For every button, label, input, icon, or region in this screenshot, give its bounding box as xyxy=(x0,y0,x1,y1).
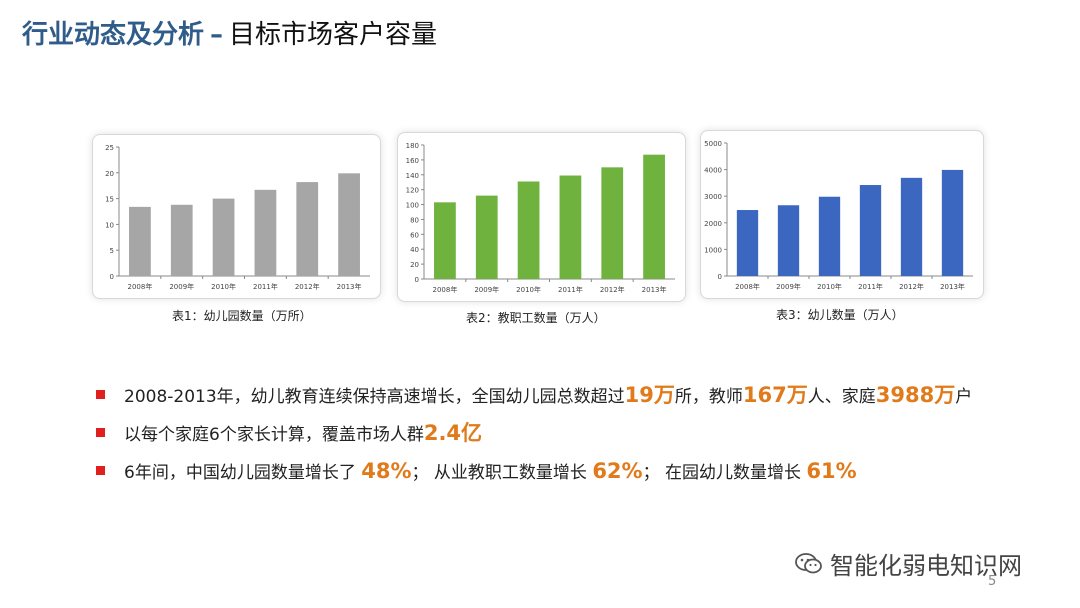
y-tick-label: 3000 xyxy=(704,193,722,201)
bullet-marker xyxy=(96,390,105,399)
x-tick-label: 2009年 xyxy=(474,285,499,294)
watermark-text: 智能化弱电知识网 xyxy=(830,552,1022,580)
bar xyxy=(212,198,235,276)
y-tick-label: 15 xyxy=(105,196,114,204)
bullet-marker xyxy=(96,466,105,475)
bar xyxy=(643,154,665,279)
x-tick-label: 2011年 xyxy=(858,282,883,291)
caption-staff: 表2：教职工数量（万人） xyxy=(466,311,606,325)
x-tick-label: 2012年 xyxy=(600,285,625,294)
y-tick-label: 5 xyxy=(110,247,114,255)
x-tick-label: 2008年 xyxy=(433,285,458,294)
bullet-text: 2008-2013年，幼儿教育连续保持高速增长，全国幼儿园总数超过 xyxy=(124,387,625,407)
bar xyxy=(941,169,964,276)
title-separator: – xyxy=(210,20,224,50)
y-tick-label: 140 xyxy=(406,172,419,180)
caption-children: 表3：幼儿数量（万人） xyxy=(776,308,904,322)
x-tick-label: 2010年 xyxy=(516,285,541,294)
bar xyxy=(475,195,498,279)
bullet-text: 以每个家庭6个家长计算，覆盖市场人群 xyxy=(124,425,424,445)
bar xyxy=(129,206,151,276)
x-tick-label: 2012年 xyxy=(295,282,320,291)
page-number: 5 xyxy=(988,574,997,589)
chart-panel-staff: 0 20 40 60 80 100 120 140 160 180 2008年 2009年 2010年 2… xyxy=(397,132,686,302)
y-tick-label: 180 xyxy=(406,142,419,150)
bullet-item: 6年间，中国幼儿园数量增长了 48%； 从业教职工数量增长 62%； 在园幼儿数… xyxy=(94,452,972,490)
y-tick-label: 100 xyxy=(406,202,419,210)
bullet-list: 2008-2013年，幼儿教育连续保持高速增长，全国幼儿园总数超过19万所，教师… xyxy=(94,376,972,490)
y-tick-label: 20 xyxy=(105,170,114,178)
wechat-icon xyxy=(795,552,822,573)
x-tick-label: 2013年 xyxy=(642,285,667,294)
y-tick-label: 20 xyxy=(410,261,419,269)
y-tick-label: 80 xyxy=(410,216,419,224)
bullet-item: 以每个家庭6个家长计算，覆盖市场人群2.4亿 xyxy=(94,414,972,452)
watermark: 智能化弱电知识网 xyxy=(794,546,1022,581)
bar xyxy=(517,181,540,279)
bullet-text: ； 在园幼儿数量增长 xyxy=(642,463,807,483)
bullet-text: 户 xyxy=(955,387,973,407)
x-tick-label: 2013年 xyxy=(940,282,965,291)
chart-children: 0 1000 2000 3000 4000 5000 2008年 2009年 2010年 2011… xyxy=(704,140,973,291)
bar xyxy=(170,204,193,276)
y-tick-label: 60 xyxy=(410,231,419,239)
chart-panel-kindergartens: 0 5 10 15 20 25 2008年 2009年 2010年 2011年 2012年 2013年 xyxy=(92,134,381,299)
bullet-item: 2008-2013年，幼儿教育连续保持高速增长，全国幼儿园总数超过19万所，教师… xyxy=(94,376,972,414)
x-tick-label: 2011年 xyxy=(253,282,278,291)
y-tick-label: 0 xyxy=(415,276,419,284)
bar xyxy=(601,167,624,279)
x-tick-label: 2012年 xyxy=(899,282,924,291)
bullet-highlight: 167万 xyxy=(742,383,808,407)
y-tick-label: 25 xyxy=(105,144,114,152)
title-main: 行业动态及分析 xyxy=(22,20,205,50)
bullet-highlight: 61% xyxy=(806,459,857,483)
bar xyxy=(900,177,923,276)
y-tick-label: 10 xyxy=(105,221,114,229)
chart-panel-children: 0 1000 2000 3000 4000 5000 2008年 2009年 2010年 2011… xyxy=(700,130,984,299)
title-sub: 目标市场客户容量 xyxy=(229,20,438,50)
y-tick-label: 5000 xyxy=(704,140,722,148)
x-tick-label: 2011年 xyxy=(558,285,583,294)
y-tick-label: 160 xyxy=(406,157,419,165)
y-tick-label: 0 xyxy=(718,273,722,281)
y-tick-label: 4000 xyxy=(704,167,722,175)
chart-staff: 0 20 40 60 80 100 120 140 160 180 2008年 2009年 2010年 2… xyxy=(406,142,675,294)
bar xyxy=(777,205,800,276)
x-tick-label: 2008年 xyxy=(735,282,760,291)
bar xyxy=(818,196,841,276)
x-tick-label: 2010年 xyxy=(211,282,236,291)
y-tick-label: 120 xyxy=(406,187,419,195)
bullet-highlight: 48% xyxy=(361,459,412,483)
bar xyxy=(559,175,582,279)
y-tick-label: 40 xyxy=(410,246,419,254)
x-tick-label: 2009年 xyxy=(776,282,801,291)
bar xyxy=(859,185,882,276)
bullet-highlight: 2.4亿 xyxy=(423,421,483,445)
bar xyxy=(434,202,456,279)
bullet-text: 所，教师 xyxy=(674,387,743,407)
caption-kindergartens: 表1：幼儿园数量（万所） xyxy=(172,309,312,323)
page-title: 行业动态及分析 – 目标市场客户容量 xyxy=(22,14,437,51)
y-tick-label: 2000 xyxy=(704,220,722,228)
x-tick-label: 2008年 xyxy=(128,282,153,291)
x-tick-label: 2009年 xyxy=(169,282,194,291)
bullet-highlight: 62% xyxy=(592,459,643,483)
x-tick-label: 2013年 xyxy=(337,282,362,291)
bullet-text: ； 从业教职工数量增长 xyxy=(411,463,593,483)
y-tick-label: 0 xyxy=(110,273,114,281)
bullet-text: 人、家庭 xyxy=(807,387,876,407)
bar xyxy=(254,189,277,276)
bullet-marker xyxy=(96,428,105,437)
bullet-highlight: 19万 xyxy=(624,383,675,407)
bullet-highlight: 3988万 xyxy=(875,383,956,407)
y-tick-label: 1000 xyxy=(704,246,722,254)
bar xyxy=(296,182,319,276)
bar xyxy=(338,173,360,276)
chart-kindergartens: 0 5 10 15 20 25 2008年 2009年 2010年 2011年 2012年 2013年 xyxy=(105,144,370,291)
bar xyxy=(736,210,759,276)
x-tick-label: 2010年 xyxy=(817,282,842,291)
bullet-text: 6年间，中国幼儿园数量增长了 xyxy=(124,463,362,483)
